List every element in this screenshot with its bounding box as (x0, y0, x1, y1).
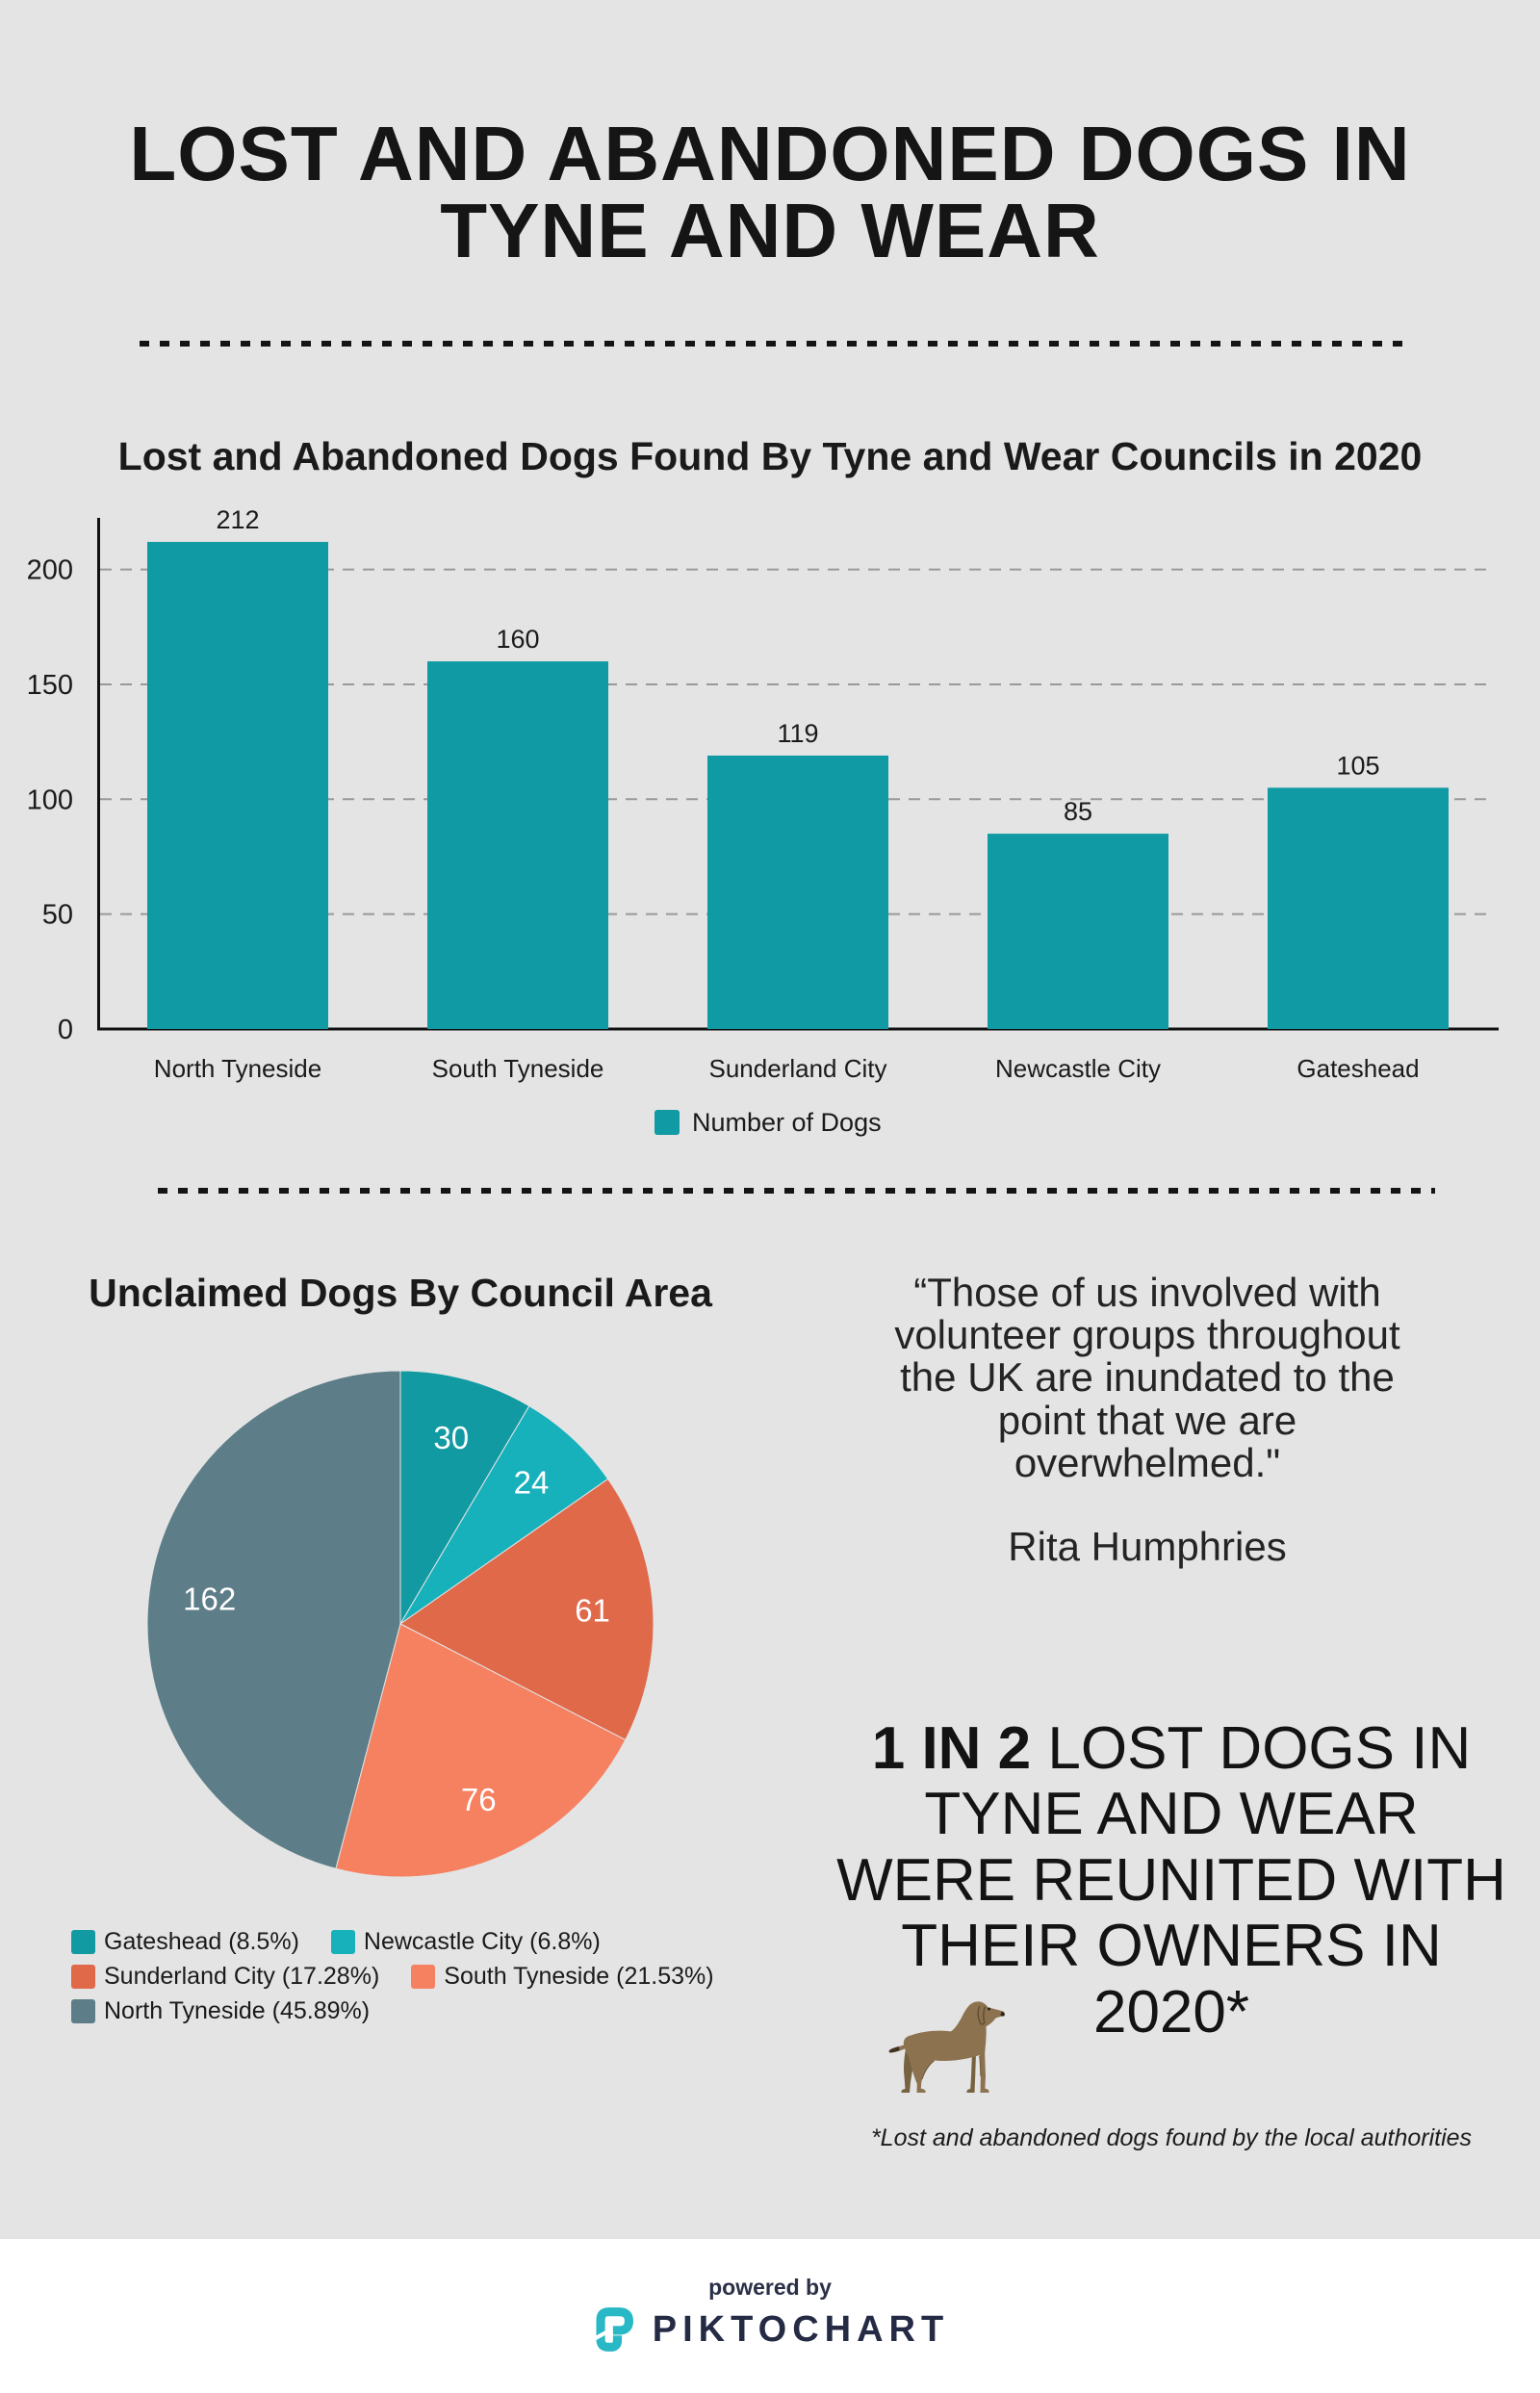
pie-legend-swatch (330, 1930, 355, 1954)
pie-legend-item-gateshead: Gateshead (8.5%) (71, 1928, 299, 1955)
bar-north-tyneside (147, 541, 328, 1029)
pie-legend-item-north-tyneside: North Tyneside (45.89%) (71, 1997, 371, 2024)
logo-stem (596, 2333, 622, 2352)
dog-front-leg-crease (979, 2055, 982, 2077)
pie-chart: 30 24 61 76 162 (146, 1370, 654, 1878)
x-category-label: Gateshead (1296, 1054, 1419, 1083)
pie-legend-swatch (71, 1930, 95, 1954)
bar-legend-swatch (654, 1110, 680, 1135)
x-category-label: Newcastle City (995, 1054, 1161, 1083)
dog-nose (1000, 2011, 1005, 2017)
pie-slice-north-tyneside (146, 1370, 401, 1869)
footnote: *Lost and abandoned dogs found by the lo… (870, 2124, 1473, 2151)
pie-chart-title: Unclaimed Dogs By Council Area (89, 1271, 712, 1315)
bar-value-label: 85 (1064, 797, 1092, 826)
y-tick-label: 200 (27, 555, 73, 586)
quote-author: Rita Humphries (1008, 1524, 1287, 1569)
pie-slice-newcastle-city (399, 1404, 609, 1625)
dog-far-front-leg (966, 2052, 976, 2093)
bar-newcastle-city (988, 834, 1168, 1029)
pie-value-label: 76 (461, 1782, 497, 1817)
dashed-divider-top (140, 341, 1408, 347)
pie-legend-item-sunderland-city: Sunderland City (17.28%) (71, 1963, 380, 1990)
footer (0, 2239, 1540, 2393)
pie-value-label: 24 (514, 1464, 550, 1500)
dog-hind-leg-crease (921, 2060, 935, 2080)
y-tick-label: 150 (27, 670, 73, 701)
pie-legend: Gateshead (8.5%) Newcastle City (6.8%) Sun… (71, 1928, 745, 2024)
quote-text: “Those of us involved with volunteer grou… (894, 1270, 1400, 1485)
pie-legend-swatch (71, 1999, 95, 2023)
pie-value-label: 162 (183, 1581, 236, 1616)
pie-slice-sunderland-city (399, 1478, 654, 1741)
dashed-divider-middle (158, 1188, 1435, 1194)
dog-ear (977, 2005, 987, 2025)
y-tick-label: 100 (27, 785, 73, 815)
pie-legend-label: Sunderland City (17.28%) (104, 1963, 380, 1990)
bar-chart-title: Lost and Abandoned Dogs Found By Tyne an… (117, 434, 1423, 478)
bar-value-label: 119 (777, 719, 818, 748)
pie-value-label: 30 (433, 1420, 469, 1455)
pie-legend-swatch (411, 1965, 436, 1989)
brand-name: PIKTOCHART (652, 2308, 950, 2350)
pie-slice-gateshead (399, 1370, 530, 1626)
powered-by-label: powered by (708, 2275, 832, 2300)
pie-slice-south-tyneside (335, 1623, 627, 1878)
x-category-label: South Tyneside (432, 1054, 604, 1083)
pie-legend-label: Newcastle City (6.8%) (363, 1928, 601, 1955)
dog-body (903, 2001, 1005, 2093)
pie-legend-item-newcastle-city: Newcastle City (6.8%) (330, 1928, 601, 1955)
bar-chart: 0 50 100 150 200 212 North Tyneside 160 South Ty… (27, 505, 1499, 1137)
dog-eye (988, 2007, 990, 2011)
x-category-label: North Tyneside (154, 1054, 321, 1083)
y-tick-label: 0 (58, 1015, 73, 1045)
bar-value-label: 212 (216, 505, 259, 534)
pie-legend-label: South Tyneside (21.53%) (444, 1963, 714, 1990)
statement-text: 1 IN 2 LOST DOGS IN TYNE AND WEAR WERE REU… (836, 1715, 1506, 2046)
piktochart-logo-icon (590, 2307, 633, 2352)
pie-legend-item-south-tyneside: South Tyneside (21.53%) (411, 1963, 714, 1990)
bar-legend-label: Number of Dogs (692, 1108, 882, 1137)
bar-value-label: 105 (1336, 751, 1379, 780)
bar-gateshead (1268, 787, 1449, 1029)
logo-slash (590, 2329, 610, 2342)
pie-legend-label: Gateshead (8.5%) (104, 1928, 299, 1955)
pie-value-label: 61 (575, 1593, 610, 1629)
dog-icon (888, 2001, 1005, 2093)
logo-bowl (596, 2307, 633, 2336)
x-category-label: Sunderland City (709, 1054, 887, 1083)
pie-legend-label: North Tyneside (45.89%) (104, 1997, 371, 2024)
pie-legend-swatch (71, 1965, 95, 1989)
dog-tail-tip (888, 2046, 900, 2053)
page-title: LOST AND ABANDONED DOGS IN TYNE AND WEAR (129, 111, 1411, 273)
bar-south-tyneside (427, 661, 608, 1029)
footer-brand-row: PIKTOCHART (0, 2306, 1540, 2353)
bar-sunderland-city (707, 755, 888, 1029)
bar-value-label: 160 (496, 625, 539, 654)
y-tick-label: 50 (42, 900, 73, 931)
